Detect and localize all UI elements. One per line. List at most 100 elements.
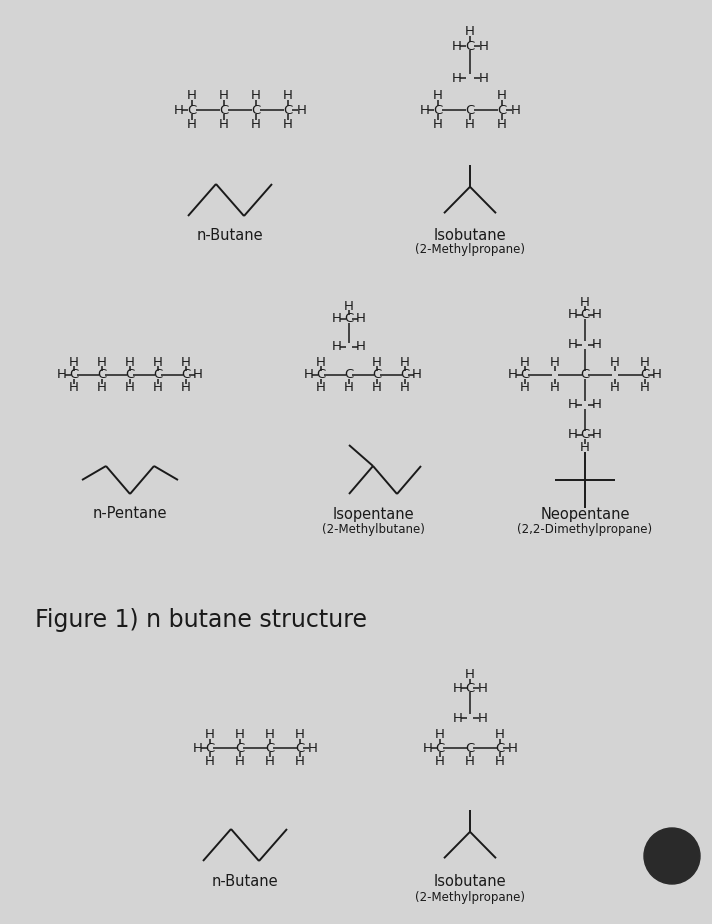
- Text: H: H: [452, 682, 462, 695]
- Text: H: H: [400, 356, 410, 369]
- Text: (2-Methylbutane): (2-Methylbutane): [322, 524, 424, 537]
- Text: H: H: [495, 728, 505, 741]
- Text: H: H: [433, 118, 443, 131]
- Text: ∧: ∧: [664, 846, 680, 866]
- Text: H: H: [568, 398, 578, 411]
- Text: H: H: [422, 741, 432, 755]
- Text: H: H: [400, 382, 410, 395]
- Text: C: C: [266, 741, 275, 755]
- Text: H: H: [356, 341, 366, 354]
- Text: C: C: [498, 103, 507, 116]
- Text: H: H: [372, 356, 382, 369]
- Text: H: H: [568, 309, 578, 322]
- Text: H: H: [356, 312, 366, 325]
- Text: H: H: [520, 382, 530, 395]
- Text: H: H: [550, 382, 560, 395]
- Text: H: H: [69, 356, 79, 369]
- Text: H: H: [344, 299, 354, 312]
- Text: H: H: [187, 118, 197, 131]
- Text: C: C: [466, 682, 475, 695]
- Text: n-Butane: n-Butane: [211, 874, 278, 890]
- Text: H: H: [219, 89, 229, 102]
- Text: H: H: [187, 89, 197, 102]
- Text: H: H: [592, 429, 602, 442]
- Text: H: H: [465, 118, 475, 131]
- Text: C: C: [295, 741, 305, 755]
- Text: (2,2-Dimethylpropane): (2,2-Dimethylpropane): [518, 524, 653, 537]
- Text: H: H: [412, 369, 422, 382]
- Text: H: H: [433, 89, 443, 102]
- Text: H: H: [568, 338, 578, 351]
- Text: C: C: [466, 40, 475, 53]
- Text: H: H: [478, 40, 488, 53]
- Text: H: H: [465, 755, 475, 768]
- Text: C: C: [400, 369, 409, 382]
- Text: C: C: [466, 103, 475, 116]
- Text: H: H: [511, 103, 520, 116]
- Text: H: H: [304, 369, 314, 382]
- Text: H: H: [610, 382, 620, 395]
- Text: H: H: [497, 118, 507, 131]
- Text: H: H: [508, 741, 518, 755]
- Text: H: H: [316, 382, 326, 395]
- Text: C: C: [372, 369, 382, 382]
- Text: H: H: [205, 728, 215, 741]
- Text: H: H: [308, 741, 318, 755]
- Text: H: H: [283, 118, 293, 131]
- Text: H: H: [640, 356, 650, 369]
- Text: C: C: [580, 369, 590, 382]
- Circle shape: [644, 828, 700, 884]
- Text: C: C: [496, 741, 505, 755]
- Text: C: C: [580, 429, 590, 442]
- Text: H: H: [435, 755, 445, 768]
- Text: C: C: [219, 103, 229, 116]
- Text: C: C: [345, 312, 354, 325]
- Text: H: H: [592, 398, 602, 411]
- Text: C: C: [69, 369, 78, 382]
- Text: H: H: [235, 755, 245, 768]
- Text: H: H: [419, 103, 429, 116]
- Text: C: C: [434, 103, 443, 116]
- Text: H: H: [568, 429, 578, 442]
- Text: C: C: [316, 369, 325, 382]
- Text: C: C: [520, 369, 530, 382]
- Text: Neopentane: Neopentane: [540, 506, 629, 521]
- Text: H: H: [332, 312, 342, 325]
- Text: C: C: [251, 103, 261, 116]
- Text: H: H: [451, 71, 461, 84]
- Text: H: H: [192, 741, 202, 755]
- Text: H: H: [153, 356, 163, 369]
- Text: H: H: [283, 89, 293, 102]
- Text: H: H: [580, 442, 590, 455]
- Text: H: H: [181, 382, 191, 395]
- Text: H: H: [316, 356, 326, 369]
- Text: H: H: [465, 25, 475, 38]
- Text: H: H: [193, 369, 203, 382]
- Text: H: H: [640, 382, 650, 395]
- Text: H: H: [495, 755, 505, 768]
- Text: H: H: [550, 356, 560, 369]
- Text: H: H: [125, 382, 135, 395]
- Text: H: H: [153, 382, 163, 395]
- Text: H: H: [652, 369, 662, 382]
- Text: H: H: [235, 728, 245, 741]
- Text: H: H: [251, 118, 261, 131]
- Text: H: H: [332, 341, 342, 354]
- Text: H: H: [451, 40, 461, 53]
- Text: (2-Methylpropane): (2-Methylpropane): [415, 244, 525, 257]
- Text: C: C: [236, 741, 245, 755]
- Text: H: H: [478, 71, 488, 84]
- Text: H: H: [580, 296, 590, 309]
- Text: (2-Methylpropane): (2-Methylpropane): [415, 891, 525, 904]
- Text: Isobutane: Isobutane: [434, 228, 506, 244]
- Text: H: H: [372, 382, 382, 395]
- Text: C: C: [435, 741, 444, 755]
- Text: H: H: [69, 382, 79, 395]
- Text: H: H: [478, 682, 488, 695]
- Text: H: H: [592, 309, 602, 322]
- Text: C: C: [640, 369, 649, 382]
- Text: C: C: [187, 103, 197, 116]
- Text: H: H: [520, 356, 530, 369]
- Text: H: H: [265, 728, 275, 741]
- Text: H: H: [295, 728, 305, 741]
